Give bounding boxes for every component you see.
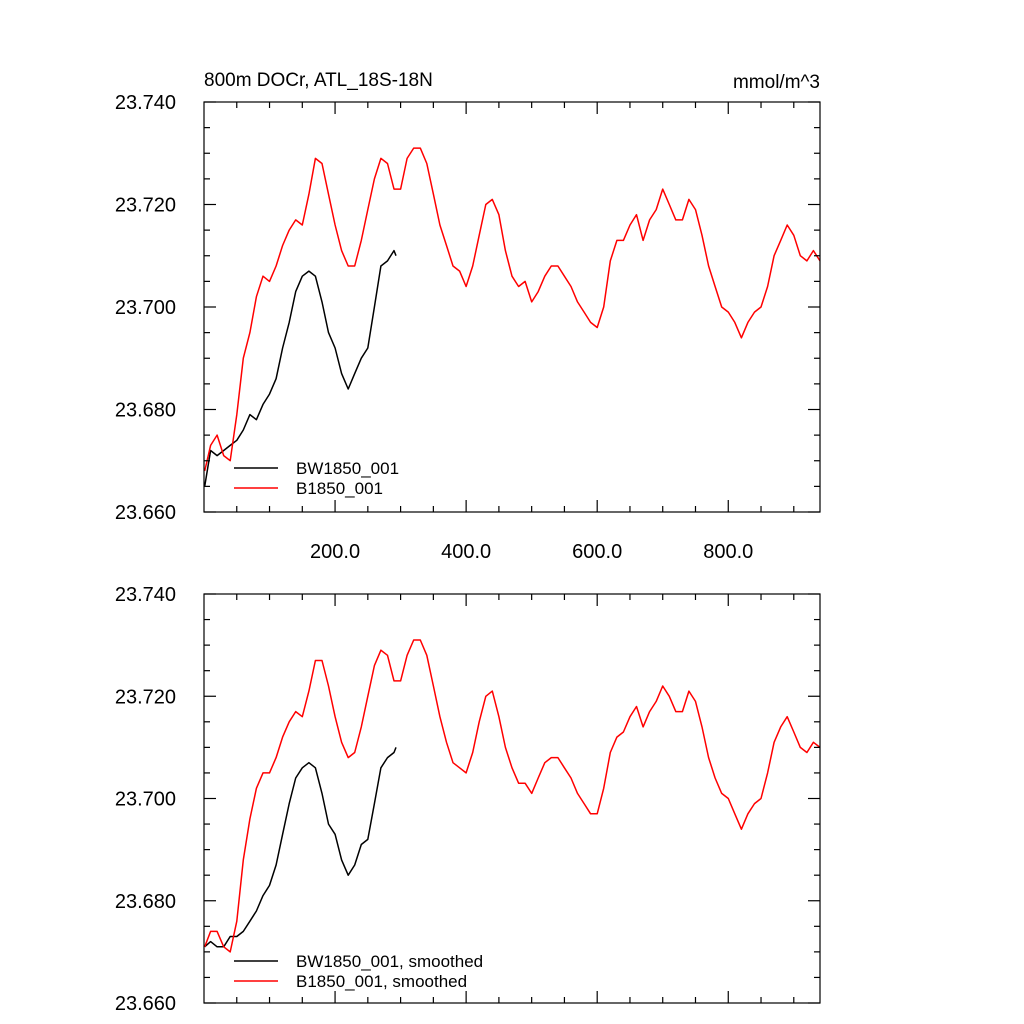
y-tick-label: 23.680 — [115, 891, 176, 913]
y-tick-label: 23.660 — [115, 993, 176, 1015]
y-tick-label: 23.700 — [115, 297, 176, 319]
x-tick-label: 600.0 — [572, 541, 622, 563]
series-line-b1850-001 — [203, 147, 821, 472]
units-label: mmol/m^3 — [733, 72, 820, 93]
chart-title: 800m DOCr, ATL_18S-18N — [204, 70, 433, 91]
legend-label: B1850_001, smoothed — [296, 972, 467, 991]
top-panel: 23.660 23.680 23.700 23.720 23.740 200.0 400.0… — [115, 92, 821, 563]
series-line-bw1850-001 — [203, 249, 397, 487]
x-tick-label: 800.0 — [703, 541, 753, 563]
series-line-bw1850-001 — [204, 747, 397, 948]
x-tick-label: 400.0 — [441, 541, 491, 563]
y-tick-label: 23.660 — [115, 502, 176, 524]
legend-label: BW1850_001, smoothed — [296, 952, 483, 971]
y-tick-label: 23.740 — [115, 92, 176, 114]
y-tick-label: 23.680 — [115, 400, 176, 422]
bottom-panel: 23.660 23.680 23.700 23.720 23.740 BW1850_001… — [115, 584, 821, 1015]
legend-label: BW1850_001 — [296, 459, 399, 478]
y-tick-label: 23.720 — [115, 686, 176, 708]
legend-label: B1850_001 — [296, 479, 383, 498]
y-tick-label: 23.720 — [115, 195, 176, 217]
x-tick-label: 200.0 — [310, 541, 360, 563]
series-line-b1850-001 — [203, 639, 821, 953]
y-tick-label: 23.740 — [115, 584, 176, 606]
y-tick-label: 23.700 — [115, 789, 176, 811]
